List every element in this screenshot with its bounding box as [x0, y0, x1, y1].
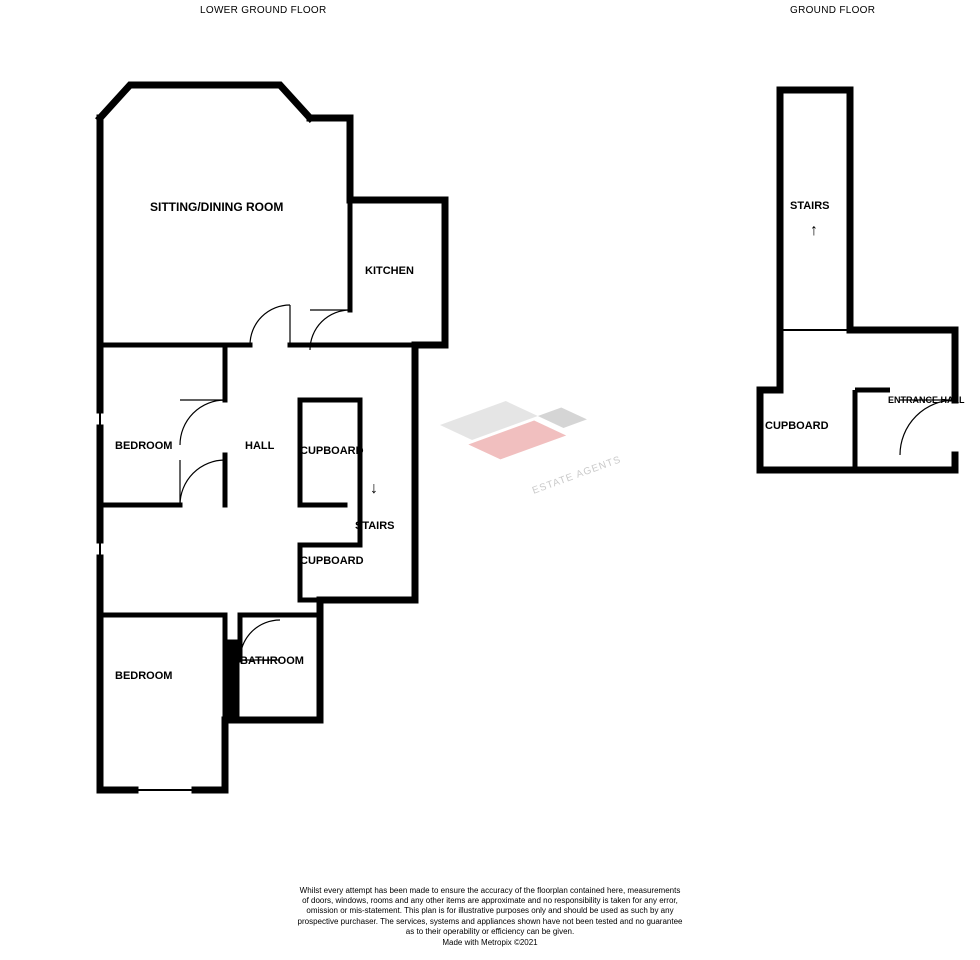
- label-kitchen: KITCHEN: [365, 265, 414, 277]
- disclaimer-line: of doors, windows, rooms and any other i…: [0, 896, 980, 906]
- label-cupboard-1: CUPBOARD: [300, 445, 364, 457]
- disclaimer-block: Whilst every attempt has been made to en…: [0, 886, 980, 948]
- label-stairs-2: STAIRS: [790, 200, 830, 212]
- disclaimer-line: Whilst every attempt has been made to en…: [0, 886, 980, 896]
- floorplan-svg: [0, 0, 980, 960]
- label-sitting-dining: SITTING/DINING ROOM: [150, 200, 283, 214]
- label-bedroom-2: BEDROOM: [115, 670, 172, 682]
- label-bathroom: BATHROOM: [240, 655, 304, 667]
- arrow-up-icon: ↑: [810, 222, 818, 240]
- disclaimer-line: as to their operability or efficiency ca…: [0, 927, 980, 937]
- label-hall: HALL: [245, 440, 274, 452]
- watermark-logo: [440, 377, 590, 475]
- label-cupboard-2: CUPBOARD: [300, 555, 364, 567]
- label-stairs-1: STAIRS: [355, 520, 395, 532]
- label-cupboard-3: CUPBOARD: [765, 420, 829, 432]
- arrow-down-icon: ↓: [370, 480, 378, 498]
- label-bedroom-1: BEDROOM: [115, 440, 172, 452]
- disclaimer-line: omission or mis-statement. This plan is …: [0, 906, 980, 916]
- disclaimer-line: Made with Metropix ©2021: [0, 938, 980, 948]
- label-entrance-hall: ENTRANCE HALL: [888, 395, 965, 405]
- disclaimer-line: prospective purchaser. The services, sys…: [0, 917, 980, 927]
